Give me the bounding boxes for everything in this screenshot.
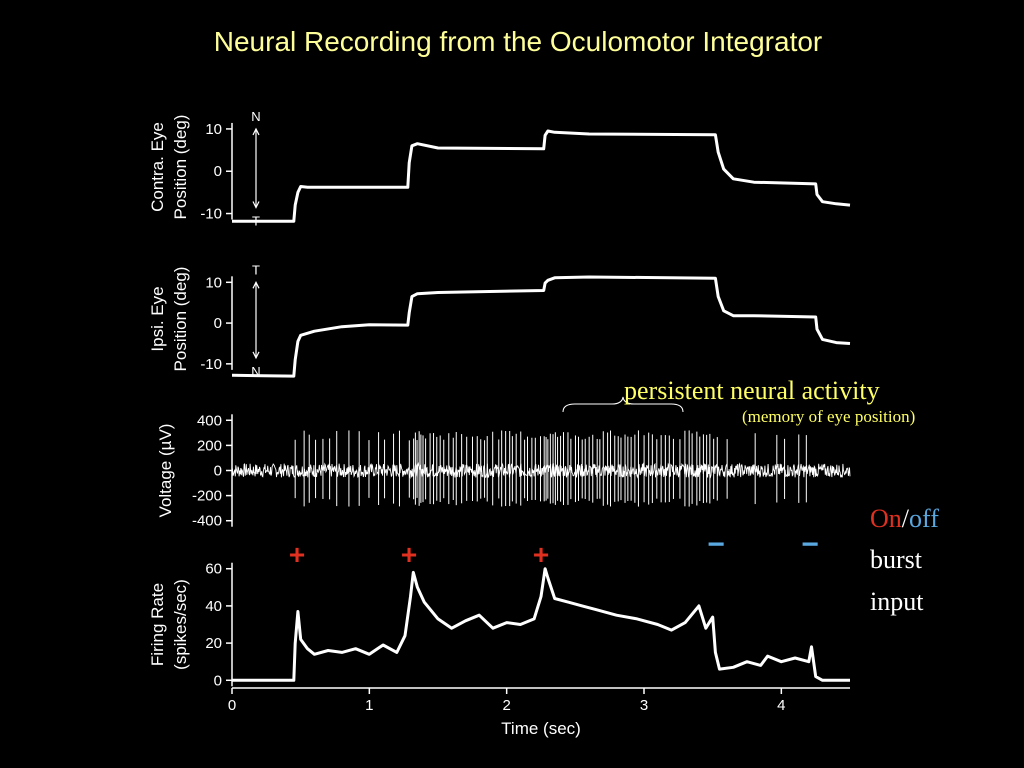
y-tick-label: 20 [205, 635, 222, 652]
y-tick-label: 40 [205, 598, 222, 615]
direction-label: N [251, 109, 260, 124]
x-tick-label: 3 [640, 697, 648, 714]
persistent-activity-brace [562, 396, 684, 413]
x-tick-label: 1 [365, 697, 373, 714]
y-axis-label: Contra. Eye [148, 122, 167, 212]
y-axis-label: Position (deg) [171, 267, 190, 372]
y-axis-label: Position (deg) [171, 115, 190, 220]
y-tick-label: 60 [205, 561, 222, 578]
memory-label: (memory of eye position) [742, 407, 915, 426]
off-label: off [909, 504, 939, 533]
slash-label: / [902, 504, 910, 533]
on-burst-marker: + [533, 539, 549, 570]
on-burst-marker: + [401, 539, 417, 570]
direction-label: T [252, 214, 260, 229]
y-tick-label: -400 [192, 513, 222, 530]
y-tick-label: -10 [200, 356, 222, 373]
y-axis-label: Ipsi. Eye [148, 286, 167, 351]
input-label: input [870, 587, 924, 616]
arrowhead [252, 127, 260, 136]
persistent-activity-label: persistent neural activity [624, 376, 880, 405]
y-tick-label: -200 [192, 488, 222, 505]
on-label: On [870, 504, 902, 533]
arrowhead [252, 201, 260, 209]
y-tick-label: 10 [205, 121, 222, 138]
off-burst-marker: − [707, 528, 725, 561]
y-tick-label: 400 [197, 412, 222, 429]
y-axis-label: Voltage (µV) [156, 424, 175, 518]
y-tick-label: 0 [214, 672, 222, 689]
rate-trace [232, 567, 850, 682]
y-tick-label: 0 [214, 163, 222, 180]
y-tick-label: 0 [214, 315, 222, 332]
ipsi-trace [231, 275, 851, 378]
direction-label: T [252, 262, 260, 277]
arrowhead [252, 351, 260, 360]
y-tick-label: 10 [205, 274, 222, 291]
y-axis-label: Firing Rate [148, 583, 167, 666]
x-axis-label: Time (sec) [501, 719, 581, 738]
contra-trace [232, 129, 851, 223]
burst-label: burst [870, 545, 923, 574]
y-tick-label: 0 [214, 463, 222, 480]
y-tick-label: 200 [197, 437, 222, 454]
y-tick-label: -10 [200, 206, 222, 223]
page-title: Neural Recording from the Oculomotor Int… [213, 26, 823, 57]
x-tick-label: 2 [502, 697, 510, 714]
y-axis-label: (spikes/sec) [171, 579, 190, 670]
arrowhead [252, 280, 260, 289]
x-tick-label: 4 [777, 697, 785, 714]
on-off-label: On/off [870, 504, 939, 533]
off-burst-marker: − [801, 528, 819, 561]
x-tick-label: 0 [228, 697, 236, 714]
direction-label: N [251, 364, 260, 379]
on-burst-marker: + [289, 539, 305, 570]
